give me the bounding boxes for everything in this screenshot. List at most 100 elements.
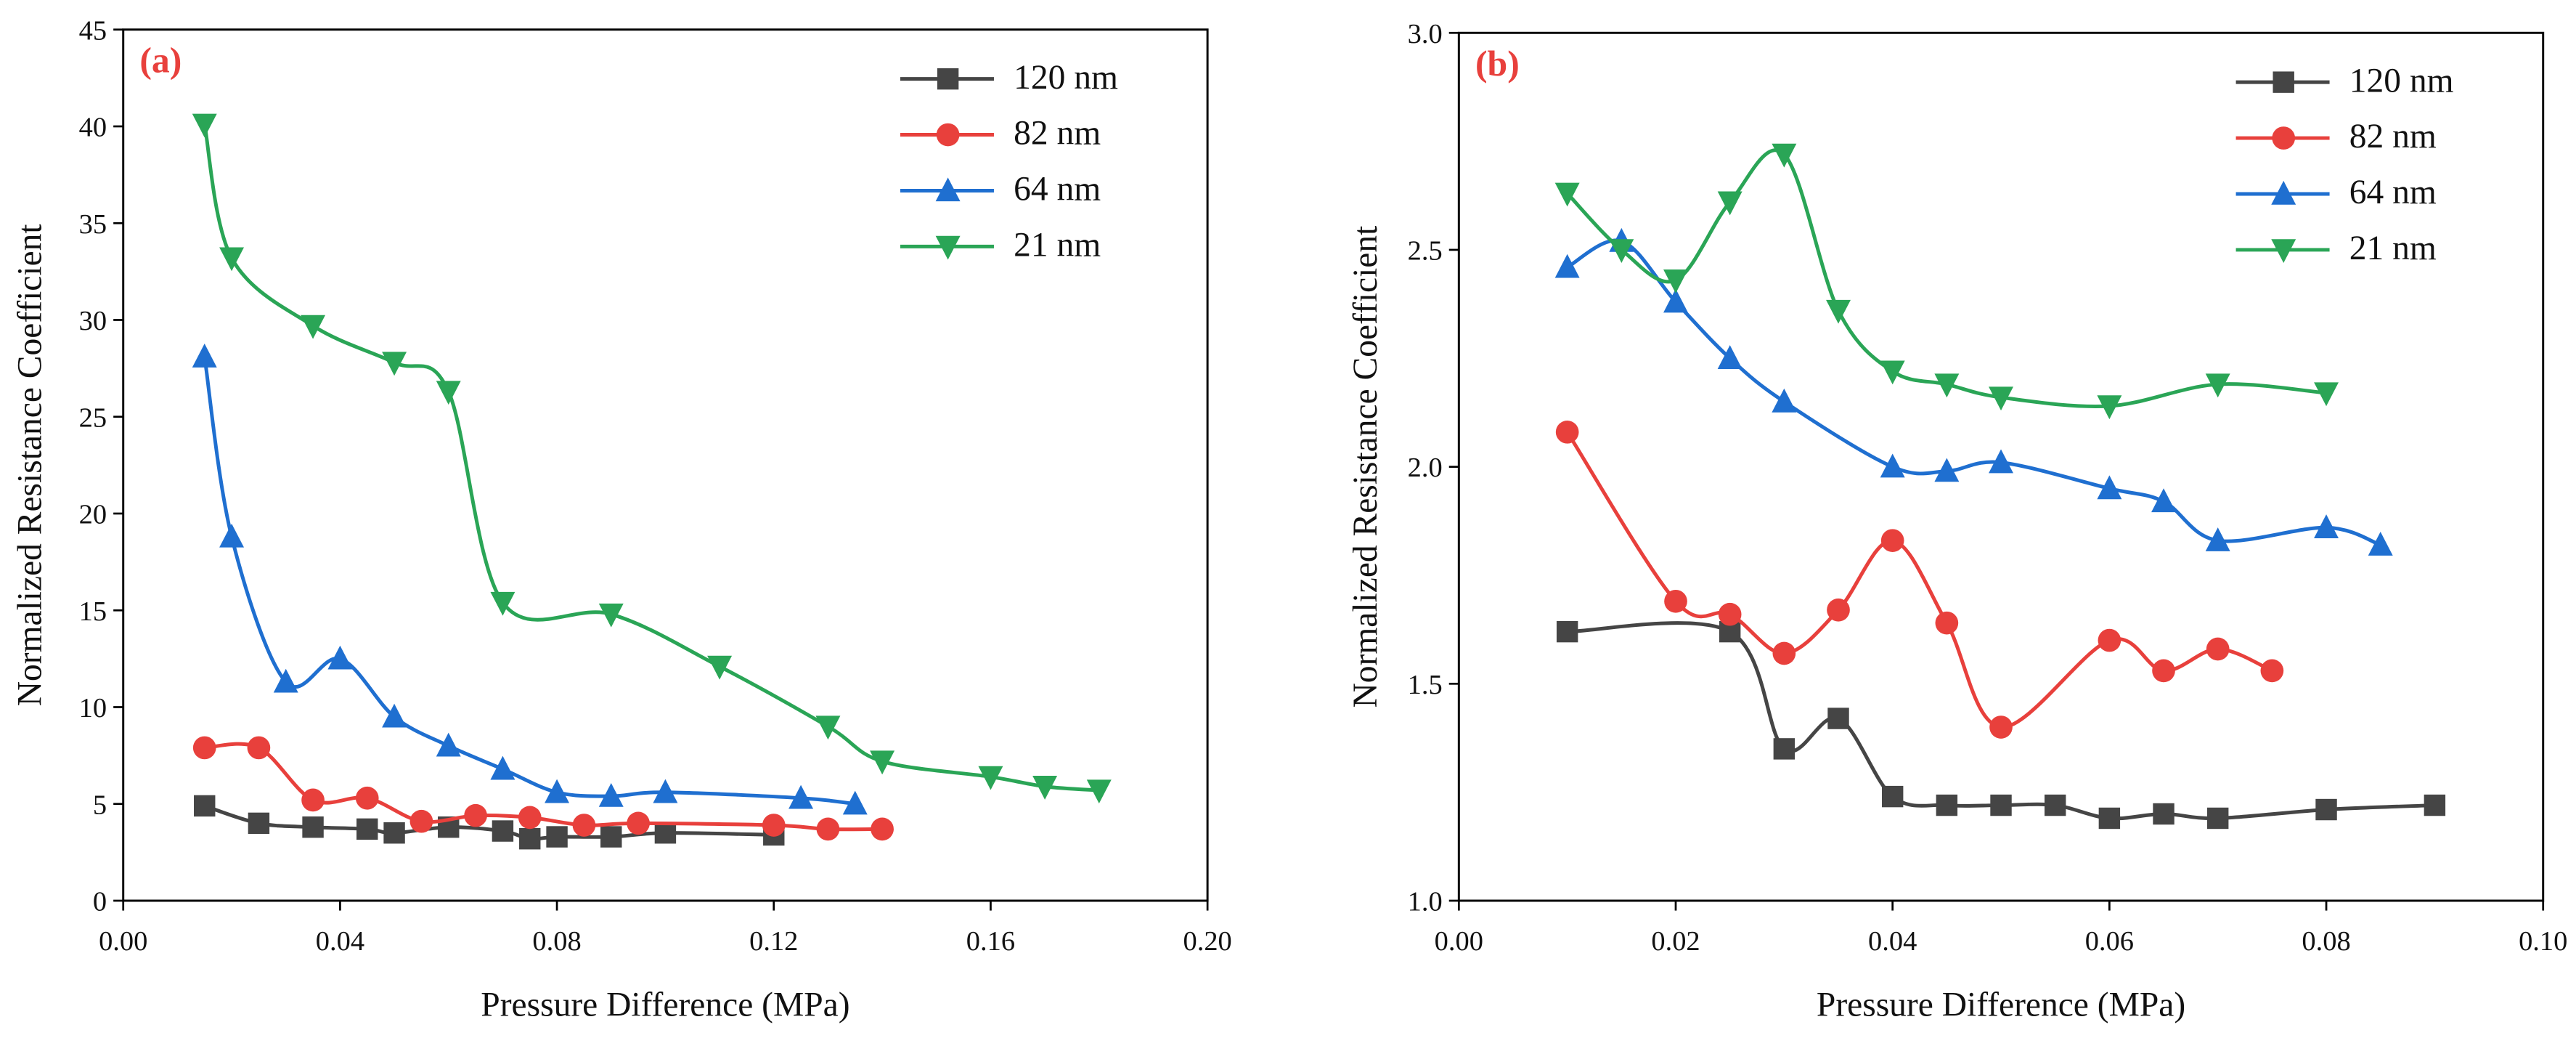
y-tick-label: 1.5: [1408, 670, 1443, 700]
marker: [356, 818, 378, 840]
marker: [1554, 254, 1580, 278]
legend-marker: [935, 177, 961, 202]
marker: [1934, 373, 1960, 398]
legend-label: 120 nm: [2349, 62, 2454, 100]
marker: [2206, 637, 2230, 661]
x-tick-label: 0.12: [749, 926, 798, 957]
marker: [1032, 776, 1058, 800]
marker: [355, 786, 379, 810]
marker: [1556, 620, 1578, 643]
legend-marker: [935, 235, 961, 260]
marker: [492, 820, 514, 842]
marker: [1663, 288, 1688, 313]
marker: [762, 814, 786, 837]
marker: [600, 826, 622, 848]
marker: [627, 811, 650, 835]
marker: [219, 247, 245, 272]
legend-marker: [936, 123, 960, 147]
x-tick-label: 0.08: [532, 926, 581, 957]
marker: [1609, 239, 1634, 264]
marker: [653, 779, 678, 803]
y-axis-title: Normalized Resistance Coefficient: [1347, 226, 1385, 708]
x-axis-title: Pressure Difference (MPa): [1817, 986, 2185, 1023]
marker: [1555, 420, 1579, 444]
marker: [192, 736, 216, 760]
y-tick-label: 15: [79, 596, 107, 627]
marker: [2314, 514, 2339, 538]
x-tick-label: 0.20: [1183, 926, 1231, 957]
x-tick-label: 0.04: [316, 926, 364, 957]
y-tick-label: 3.0: [1408, 19, 1443, 49]
series-line: [1567, 621, 2435, 821]
marker: [2424, 794, 2446, 816]
marker: [518, 806, 542, 830]
marker: [1772, 143, 1797, 168]
legend-label: 21 nm: [1014, 227, 1101, 264]
marker: [382, 703, 407, 728]
marker: [1827, 598, 1850, 622]
marker: [545, 779, 570, 803]
marker: [519, 827, 541, 850]
marker: [2260, 659, 2284, 683]
legend-marker: [2271, 180, 2296, 205]
marker: [1935, 611, 1959, 635]
marker: [219, 523, 245, 548]
x-tick-label: 0.08: [2302, 926, 2350, 957]
series-line: [1565, 431, 2273, 729]
marker: [2151, 488, 2177, 513]
marker: [2315, 798, 2337, 821]
panel-label: (a): [139, 41, 182, 81]
marker: [842, 790, 868, 815]
series-line: [203, 123, 1099, 792]
marker: [192, 344, 217, 368]
marker: [2097, 475, 2122, 500]
marker: [490, 755, 515, 780]
marker: [436, 732, 461, 757]
marker: [247, 736, 271, 760]
marker: [871, 817, 894, 841]
marker: [598, 782, 624, 807]
marker: [2152, 659, 2175, 683]
x-tick-label: 0.00: [99, 926, 147, 957]
legend-label: 21 nm: [2349, 230, 2437, 267]
marker: [2153, 803, 2174, 825]
marker: [1826, 299, 1851, 324]
y-axis-title: Normalized Resistance Coefficient: [12, 224, 49, 706]
marker: [1934, 458, 1960, 482]
marker: [788, 784, 814, 809]
marker: [2098, 628, 2121, 652]
marker: [1989, 386, 2013, 411]
marker: [302, 816, 324, 838]
marker: [490, 591, 515, 616]
marker: [382, 352, 407, 376]
marker: [436, 381, 461, 405]
legend-label: 64 nm: [2349, 174, 2437, 211]
y-tick-label: 25: [79, 402, 107, 433]
y-tick-label: 35: [79, 209, 107, 240]
y-tick-label: 30: [79, 306, 107, 336]
marker: [301, 315, 326, 339]
marker: [1989, 449, 2013, 474]
y-tick-label: 10: [79, 693, 107, 723]
marker: [1086, 779, 1112, 804]
series-line: [203, 356, 856, 806]
marker: [2205, 527, 2230, 551]
marker: [572, 814, 596, 837]
y-tick-label: 45: [79, 15, 107, 46]
marker: [248, 812, 270, 835]
legend-label: 64 nm: [1014, 171, 1101, 208]
marker: [194, 795, 216, 817]
x-tick-label: 0.00: [1435, 926, 1483, 957]
y-tick-label: 1.0: [1408, 887, 1443, 917]
marker: [2044, 794, 2066, 816]
marker: [1773, 738, 1796, 760]
legend-marker: [2272, 126, 2296, 150]
marker: [816, 817, 840, 841]
marker: [815, 715, 841, 740]
x-tick-label: 0.06: [2085, 926, 2134, 957]
marker: [1989, 715, 2013, 739]
y-tick-label: 0: [93, 887, 107, 917]
marker: [2097, 395, 2122, 420]
marker: [409, 809, 433, 833]
